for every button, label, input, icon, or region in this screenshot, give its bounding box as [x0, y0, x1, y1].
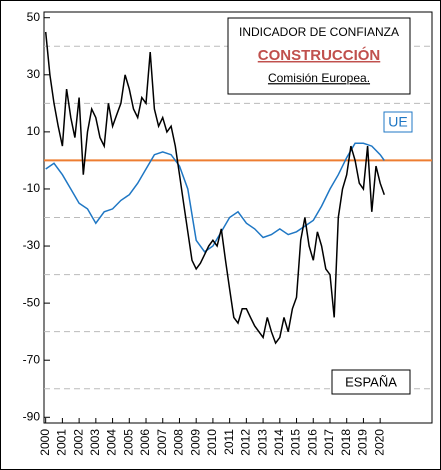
series-line: [45, 142, 385, 253]
title-box: [227, 17, 411, 95]
y-tick-label: 10: [27, 124, 41, 138]
x-tick-label: 2018: [339, 429, 353, 456]
es-label: ESPAÑA: [345, 374, 397, 389]
y-tick-label: -50: [23, 295, 41, 309]
x-tick-label: 2020: [372, 429, 386, 456]
x-tick-label: 2004: [105, 429, 119, 456]
x-tick-label: 2005: [121, 429, 135, 456]
series-line: [44, 31, 386, 345]
y-tick-label: -70: [23, 352, 41, 366]
x-tick-label: 2016: [305, 429, 319, 456]
x-tick-label: 2011: [222, 429, 236, 455]
x-tick-label: 2014: [272, 429, 286, 456]
ue-label: UE: [388, 114, 407, 130]
box-title: INDICADOR DE CONFIANZA: [239, 25, 399, 39]
box-source: Comisión Europea.: [268, 71, 370, 85]
x-tick-label: 2012: [239, 429, 253, 456]
x-tick-label: 2006: [138, 429, 152, 456]
x-tick-label: 2013: [255, 429, 269, 456]
x-tick-label: 2019: [356, 429, 370, 456]
x-tick-label: 2001: [55, 429, 69, 456]
x-tick-label: 2009: [188, 429, 202, 456]
x-tick-label: 2010: [205, 429, 219, 456]
x-tick-label: 2008: [172, 429, 186, 456]
marks: [44, 31, 386, 345]
ue-box: [383, 111, 413, 133]
x-tick-label: 2007: [155, 429, 169, 456]
x-tick-label: 2017: [322, 429, 336, 456]
x-tick-label: 2000: [38, 429, 52, 456]
x-tick-label: 2015: [289, 429, 303, 456]
y-tick-label: 30: [27, 67, 41, 81]
es-box: [331, 369, 411, 395]
box-subtitle: CONSTRUCCIÓN: [258, 46, 381, 64]
x-tick-label: 2002: [71, 429, 85, 456]
y-tick-label: -10: [23, 181, 41, 195]
x-tick-label: 2003: [88, 429, 102, 456]
y-tick-label: -90: [23, 409, 41, 423]
y-tick-label: -30: [23, 238, 41, 252]
y-tick-label: 50: [27, 10, 41, 24]
